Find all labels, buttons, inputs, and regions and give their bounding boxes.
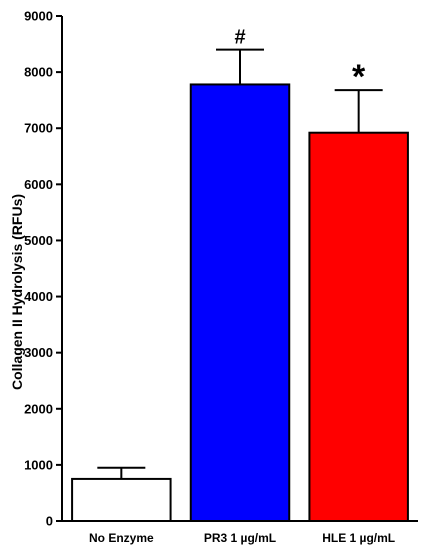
bar	[189, 83, 291, 522]
y-tick-label: 5000	[24, 233, 53, 248]
x-category-label: No Enzyme	[89, 531, 154, 545]
y-tick-label: 9000	[24, 9, 53, 24]
x-axis-categories: No Enzyme PR3 1 µg/mL HLE 1 µg/mL	[89, 531, 395, 545]
significance-marker: #	[234, 27, 245, 49]
y-tick-label: 7000	[24, 121, 53, 136]
bar	[308, 131, 409, 522]
bar	[71, 477, 172, 522]
y-tick-label: 0	[46, 514, 53, 529]
y-tick-label: 8000	[24, 65, 53, 80]
y-axis-ticks: 0 1000 2000 3000 4000 5000 6000 7000 8000 9000	[24, 9, 62, 529]
x-category-label: PR3 1 µg/mL	[204, 531, 276, 545]
error-bars	[97, 48, 383, 479]
y-axis-title: Collagen II Hydrolysis (RFUs)	[9, 194, 25, 390]
bars	[71, 83, 409, 522]
y-tick-label: 2000	[24, 401, 53, 416]
y-tick-label: 3000	[24, 345, 53, 360]
significance-marker: *	[352, 58, 366, 96]
y-tick-label: 6000	[24, 177, 53, 192]
significance-markers: #*	[234, 27, 366, 96]
y-tick-label: 1000	[24, 457, 53, 472]
x-category-label: HLE 1 µg/mL	[322, 531, 395, 545]
y-tick-label: 4000	[24, 289, 53, 304]
